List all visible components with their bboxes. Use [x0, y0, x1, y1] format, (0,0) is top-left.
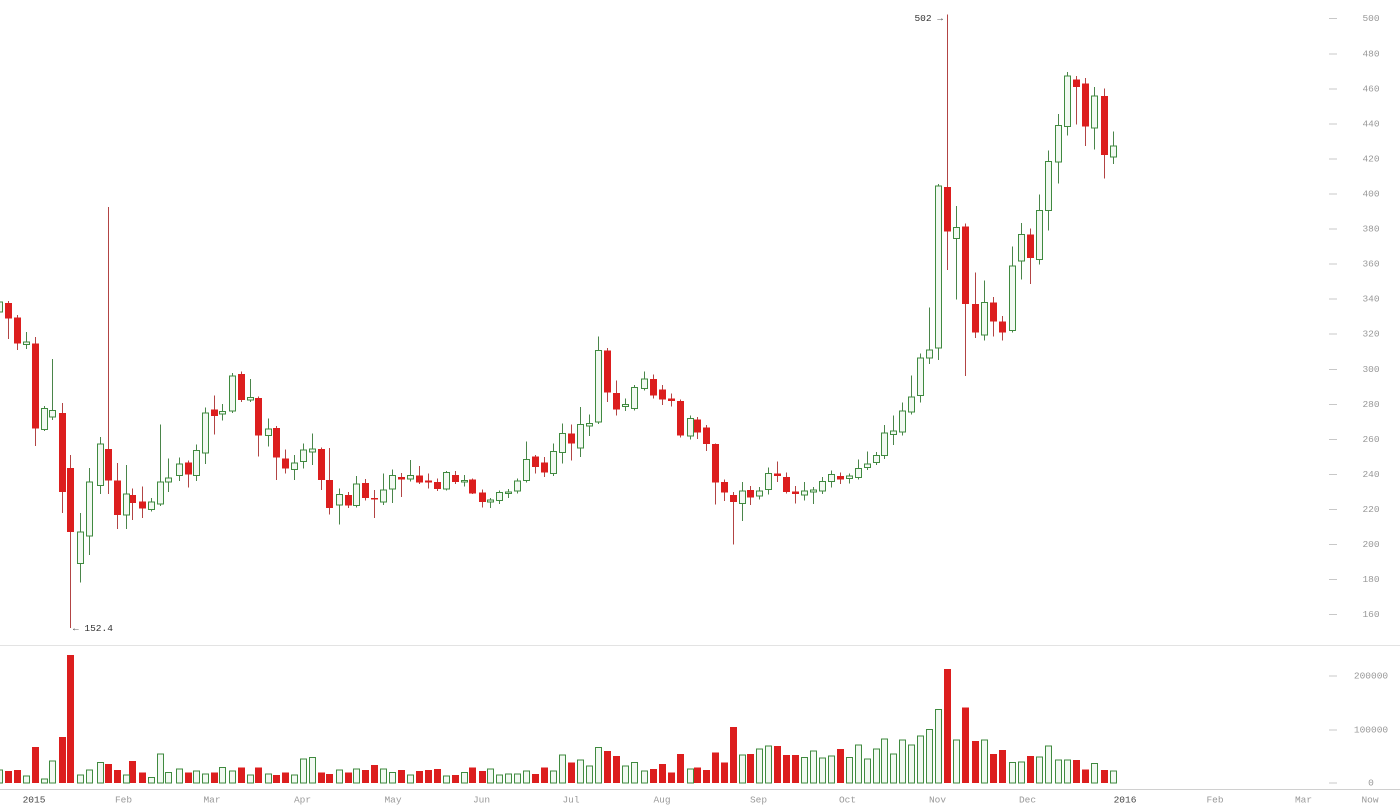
svg-text:Nov: Nov: [929, 795, 946, 806]
svg-text:0: 0: [1368, 778, 1374, 789]
svg-text:Apr: Apr: [294, 795, 311, 806]
svg-text:502 →: 502 →: [914, 13, 943, 24]
svg-text:2016: 2016: [1114, 795, 1137, 806]
svg-text:180: 180: [1362, 574, 1379, 585]
svg-text:Feb: Feb: [1206, 795, 1223, 806]
svg-text:Mar: Mar: [1295, 795, 1312, 806]
svg-text:480: 480: [1362, 48, 1379, 59]
svg-text:Sep: Sep: [750, 795, 767, 806]
svg-text:Jul: Jul: [562, 795, 579, 806]
svg-text:Jun: Jun: [473, 795, 490, 806]
svg-text:440: 440: [1362, 118, 1379, 129]
svg-text:320: 320: [1362, 329, 1379, 340]
svg-text:← 152.4: ← 152.4: [73, 623, 113, 634]
svg-text:Dec: Dec: [1019, 795, 1036, 806]
svg-text:May: May: [384, 795, 401, 806]
svg-text:360: 360: [1362, 259, 1379, 270]
svg-text:300: 300: [1362, 364, 1379, 375]
svg-text:280: 280: [1362, 399, 1379, 410]
svg-text:200000: 200000: [1354, 671, 1389, 682]
svg-text:Feb: Feb: [115, 795, 132, 806]
svg-text:260: 260: [1362, 434, 1379, 445]
svg-text:200: 200: [1362, 539, 1379, 550]
svg-text:Aug: Aug: [653, 795, 670, 806]
svg-text:400: 400: [1362, 189, 1379, 200]
svg-text:240: 240: [1362, 469, 1379, 480]
svg-text:460: 460: [1362, 83, 1379, 94]
svg-text:380: 380: [1362, 224, 1379, 235]
svg-text:220: 220: [1362, 504, 1379, 515]
svg-text:340: 340: [1362, 294, 1379, 305]
svg-text:160: 160: [1362, 609, 1379, 620]
svg-text:500: 500: [1362, 13, 1379, 24]
svg-text:420: 420: [1362, 153, 1379, 164]
svg-text:100000: 100000: [1354, 724, 1389, 735]
svg-text:Oct: Oct: [839, 795, 856, 806]
svg-text:Mar: Mar: [203, 795, 220, 806]
svg-text:2015: 2015: [23, 795, 46, 806]
svg-text:Now: Now: [1361, 795, 1378, 806]
